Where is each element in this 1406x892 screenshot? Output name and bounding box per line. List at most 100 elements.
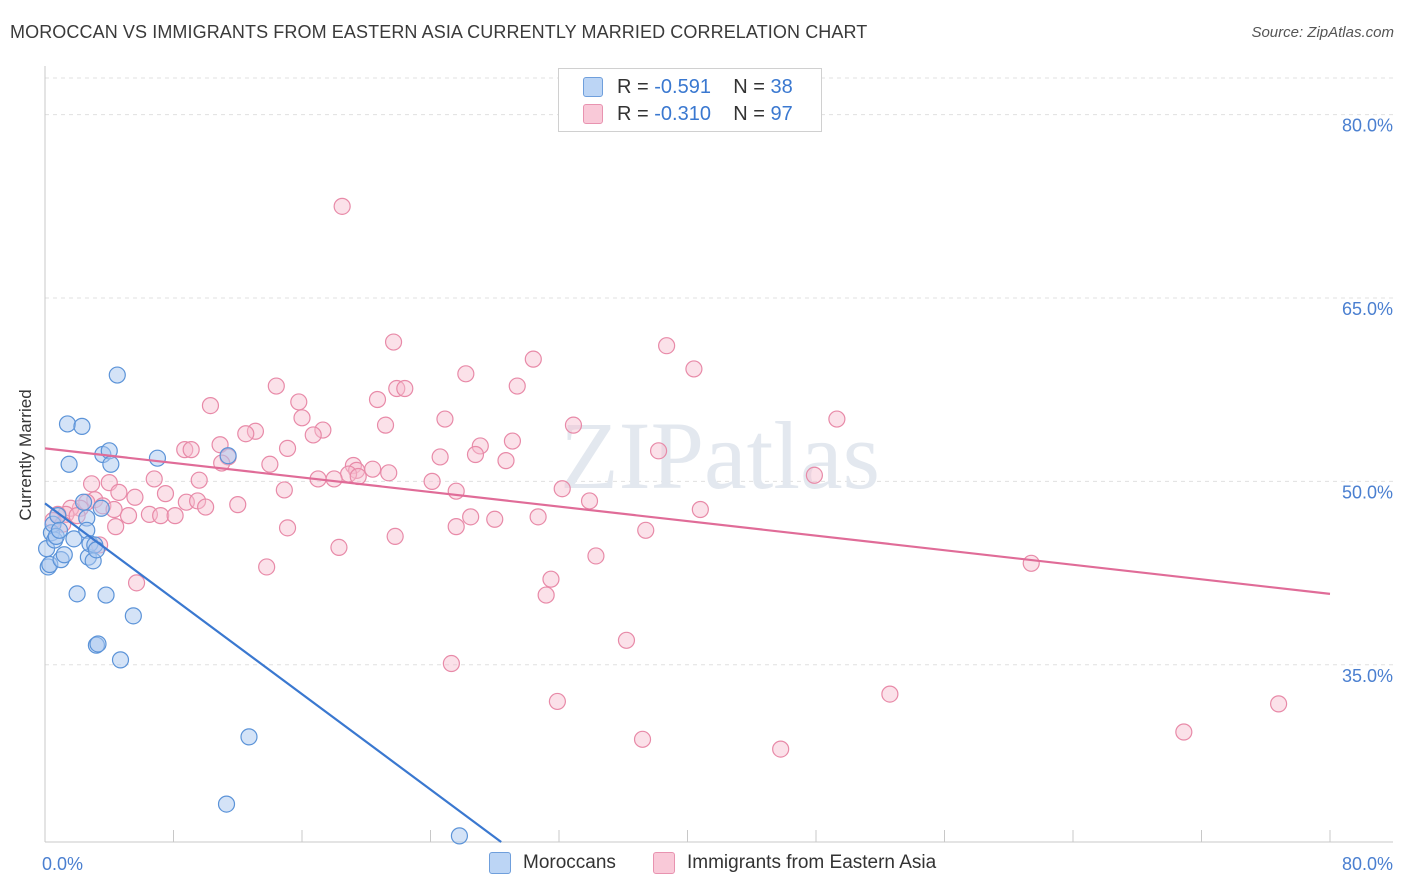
data-point-moroccans [124, 607, 142, 625]
data-point-immigrants [376, 416, 395, 434]
data-point-immigrants [107, 518, 125, 536]
data-point-immigrants [649, 442, 668, 460]
data-point-immigrants [261, 455, 279, 473]
data-point-immigrants [119, 507, 138, 525]
trend-lines [44, 447, 1331, 843]
data-point-immigrants [471, 437, 489, 455]
bottom-legend-label: Immigrants from Eastern Asia [687, 852, 937, 873]
data-point-immigrants [633, 730, 652, 748]
data-point-moroccans [217, 795, 236, 813]
data-point-immigrants [1269, 695, 1288, 713]
x-tick-label: 0.0% [42, 854, 83, 874]
r-value: -0.591 [654, 75, 711, 98]
data-point-immigrants [542, 570, 560, 588]
data-point-immigrants [349, 467, 367, 486]
r-label: R = [617, 102, 649, 125]
data-point-immigrants [447, 482, 465, 500]
data-point-immigrants [182, 441, 200, 459]
data-point-immigrants [364, 460, 382, 478]
r-label: R = [617, 75, 649, 98]
data-point-immigrants [386, 527, 404, 546]
data-point-immigrants [126, 488, 144, 506]
data-point-immigrants [197, 498, 215, 516]
y-tick-label: 65.0% [1342, 299, 1393, 319]
data-point-immigrants [772, 740, 790, 758]
data-point-moroccans [102, 455, 120, 473]
n-label: N = [733, 75, 765, 98]
data-point-immigrants [462, 508, 480, 526]
data-point-immigrants [278, 439, 297, 457]
data-point-immigrants [553, 480, 571, 498]
data-point-immigrants [166, 507, 184, 525]
data-point-immigrants [529, 508, 547, 526]
data-point-moroccans [74, 493, 93, 511]
data-point-immigrants [805, 466, 823, 484]
y-tick-label: 50.0% [1342, 482, 1393, 502]
data-point-immigrants [617, 631, 636, 649]
data-point-immigrants [368, 390, 387, 409]
data-point-moroccans [65, 530, 83, 548]
data-point-immigrants [1175, 723, 1193, 741]
data-point-immigrants [447, 518, 465, 536]
watermark: ZIPatlas [560, 402, 880, 509]
data-point-immigrants [580, 492, 599, 510]
data-point-immigrants [503, 432, 522, 450]
data-point-moroccans [68, 585, 86, 603]
data-point-immigrants [384, 333, 403, 351]
tick-labels: 35.0% 50.0% 65.0% 80.0% 0.0% 80.0% [42, 116, 1393, 874]
bottom-swatch-blue [489, 852, 511, 874]
data-point-immigrants [267, 377, 285, 395]
data-point-immigrants [330, 538, 348, 557]
data-point-immigrants [190, 471, 208, 489]
data-point-immigrants [110, 483, 128, 501]
data-point-immigrants [380, 464, 398, 482]
data-point-immigrants [548, 692, 566, 711]
chart-title: MOROCCAN VS IMMIGRANTS FROM EASTERN ASIA… [10, 22, 868, 42]
data-point-immigrants [431, 448, 449, 466]
data-point-immigrants [156, 485, 175, 503]
data-point-immigrants [564, 416, 583, 434]
data-point-immigrants [658, 337, 676, 355]
data-point-moroccans [55, 546, 73, 564]
data-point-immigrants [436, 410, 454, 428]
data-point-immigrants [881, 685, 899, 703]
data-point-moroccans [92, 499, 110, 517]
data-point-immigrants [508, 377, 526, 395]
data-point-immigrants [457, 365, 475, 383]
data-point-immigrants [344, 456, 362, 475]
data-point-immigrants [466, 445, 485, 464]
r-value: -0.310 [654, 102, 711, 125]
legend-swatch-blue [583, 77, 603, 97]
data-point-immigrants [486, 510, 504, 528]
data-point-immigrants [293, 409, 311, 427]
data-point-moroccans [97, 586, 115, 604]
data-point-immigrants [497, 452, 515, 470]
data-point-immigrants [691, 500, 709, 519]
trend-line-moroccans [44, 502, 502, 843]
y-tick-label: 35.0% [1342, 666, 1393, 686]
data-point-immigrants [176, 441, 194, 459]
data-point-moroccans [240, 728, 258, 746]
data-point-immigrants [304, 426, 322, 444]
data-point-moroccans [111, 651, 130, 669]
data-point-moroccans [148, 449, 167, 467]
data-point-immigrants [524, 350, 542, 368]
gridlines [45, 77, 1393, 666]
data-point-immigrants [145, 470, 163, 488]
data-point-immigrants [537, 586, 555, 604]
n-label: N = [733, 102, 765, 125]
data-point-moroccans [73, 417, 91, 435]
data-point-immigrants [325, 470, 343, 488]
bottom-legend-immigrants: Immigrants from Eastern Asia [653, 852, 936, 874]
data-point-immigrants [828, 410, 846, 428]
data-point-immigrants [152, 507, 170, 525]
x-tick-label: 80.0% [1342, 854, 1393, 874]
data-point-immigrants [396, 379, 414, 398]
legend-swatch-pink [583, 104, 603, 124]
data-point-immigrants [229, 496, 247, 514]
source-credit: Source: ZipAtlas.com [1251, 24, 1394, 41]
n-value: 97 [770, 102, 793, 125]
stats-legend: R = -0.591 N = 38 R = -0.310 N = 97 [558, 68, 822, 132]
n-value: 38 [770, 75, 793, 98]
